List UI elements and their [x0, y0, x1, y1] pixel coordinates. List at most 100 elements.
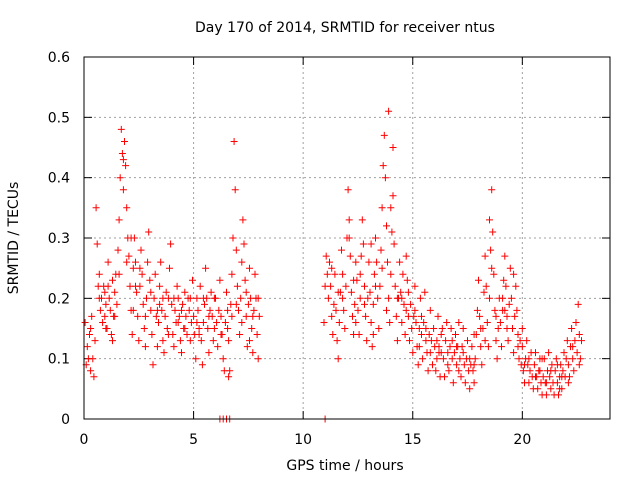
- data-point: [342, 282, 350, 290]
- data-point: [415, 325, 423, 332]
- data-point: [352, 319, 360, 326]
- data-point: [159, 337, 167, 345]
- data-point: [249, 312, 257, 320]
- data-point: [328, 312, 336, 320]
- data-point: [226, 367, 234, 375]
- data-point: [92, 204, 100, 212]
- data-point: [419, 355, 427, 363]
- data-point: [145, 228, 153, 236]
- data-point: [392, 312, 400, 320]
- data-point: [434, 312, 442, 320]
- data-point: [87, 367, 95, 375]
- data-point: [486, 216, 493, 224]
- data-point: [228, 270, 236, 278]
- data-point: [492, 312, 500, 320]
- data-point: [240, 240, 248, 248]
- data-point: [122, 162, 130, 170]
- data-point: [181, 325, 189, 332]
- data-point: [88, 312, 96, 320]
- data-point: [576, 355, 584, 363]
- data-point: [239, 216, 247, 224]
- data-point: [155, 319, 162, 326]
- data-point: [253, 331, 261, 338]
- x-tick-label: 5: [189, 432, 198, 448]
- data-point: [575, 361, 583, 369]
- data-point: [516, 337, 524, 345]
- data-point: [335, 319, 343, 326]
- data-point: [515, 355, 523, 363]
- data-point: [377, 246, 385, 254]
- data-point: [553, 379, 561, 387]
- data-point: [175, 312, 183, 320]
- data-point: [334, 355, 342, 363]
- data-point: [186, 294, 194, 302]
- data-point: [194, 306, 202, 314]
- data-point: [153, 343, 161, 351]
- data-point: [246, 264, 253, 272]
- data-point: [488, 264, 496, 272]
- data-point: [381, 174, 389, 182]
- data-point: [415, 343, 423, 351]
- data-point: [512, 282, 520, 290]
- data-point: [433, 337, 441, 345]
- data-point: [418, 331, 425, 338]
- data-point: [384, 258, 391, 266]
- data-point: [344, 186, 352, 194]
- data-point: [380, 131, 388, 139]
- data-point: [355, 331, 363, 338]
- data-point: [466, 385, 474, 393]
- data-point: [361, 282, 368, 290]
- data-point: [254, 355, 262, 363]
- data-point: [373, 258, 381, 266]
- data-point: [156, 282, 164, 290]
- data-point: [490, 270, 498, 278]
- data-point: [487, 246, 495, 254]
- data-point: [387, 204, 395, 212]
- data-point: [464, 337, 471, 345]
- data-point: [482, 282, 490, 290]
- data-point: [426, 306, 434, 314]
- data-point: [333, 337, 341, 345]
- data-point: [224, 306, 232, 314]
- data-point: [168, 300, 176, 308]
- data-point: [248, 325, 256, 332]
- data-point: [107, 331, 115, 338]
- data-point: [399, 270, 407, 278]
- data-point: [214, 343, 222, 351]
- data-point: [147, 306, 155, 314]
- x-tick-label: 10: [294, 432, 312, 448]
- data-point: [102, 300, 110, 308]
- data-point: [173, 282, 181, 290]
- data-point: [117, 125, 125, 133]
- data-point: [217, 312, 225, 320]
- data-point: [210, 294, 218, 302]
- data-point: [372, 282, 379, 290]
- data-point: [242, 288, 250, 296]
- data-point: [359, 240, 367, 248]
- data-point: [135, 337, 143, 345]
- data-point: [532, 373, 539, 381]
- data-point: [132, 258, 139, 266]
- data-point: [450, 349, 458, 357]
- data-point: [385, 107, 393, 115]
- data-point: [238, 258, 246, 266]
- data-point: [439, 355, 447, 363]
- data-point: [192, 355, 200, 363]
- data-point: [332, 306, 340, 314]
- data-point: [138, 270, 146, 278]
- data-point: [498, 343, 505, 351]
- data-points: [81, 107, 585, 423]
- data-point: [456, 355, 464, 363]
- data-point: [129, 264, 137, 272]
- data-point: [486, 294, 493, 302]
- data-point: [383, 222, 390, 230]
- data-point: [569, 343, 577, 351]
- y-tick-label: 0.3: [48, 231, 70, 247]
- data-point: [367, 319, 375, 326]
- data-point: [206, 306, 214, 314]
- data-point: [481, 252, 489, 260]
- data-point: [375, 325, 383, 332]
- data-point: [519, 367, 527, 375]
- data-point: [89, 355, 97, 363]
